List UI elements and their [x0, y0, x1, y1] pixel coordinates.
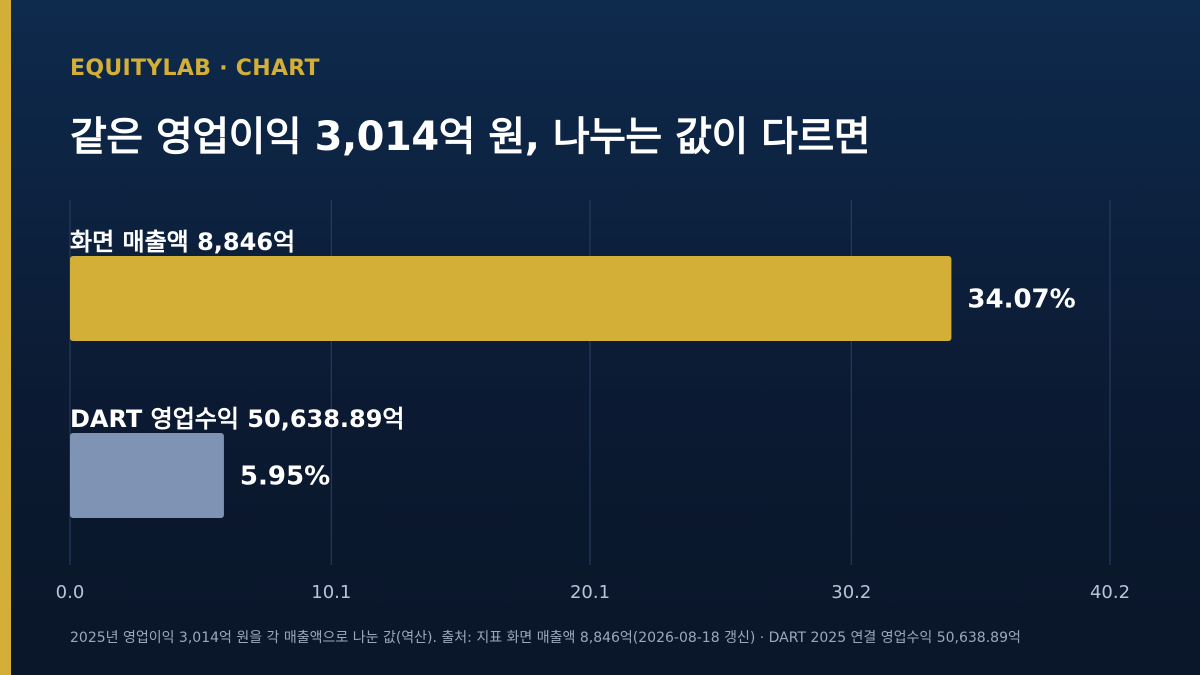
- accent-stripe: [0, 0, 11, 675]
- x-tick-label: 30.2: [831, 582, 871, 603]
- value-label: 34.07%: [967, 285, 1075, 315]
- chart-bars: 화면 매출액 8,846억 34.07% DART 영업수익 50,638.89억 5…: [70, 228, 1076, 518]
- source-footnote: 2025년 영업이익 3,014억 원을 각 매출액으로 나눈 값(역산). 출…: [70, 630, 1021, 646]
- chart-title: 같은 영업이익 3,014억 원, 나누는 값이 다르면: [70, 114, 871, 160]
- bar: [70, 256, 952, 341]
- category-label: 화면 매출액 8,846억: [70, 228, 295, 256]
- x-tick-label: 20.1: [570, 582, 610, 603]
- bar: [70, 433, 224, 518]
- category-label: DART 영업수익 50,638.89억: [70, 405, 405, 433]
- x-tick-label: 0.0: [56, 582, 85, 603]
- x-tick-label: 10.1: [311, 582, 351, 603]
- x-tick-label: 40.2: [1090, 582, 1130, 603]
- value-label: 5.95%: [240, 462, 330, 492]
- brand-kicker: EQUITYLAB · CHART: [70, 56, 320, 81]
- x-axis-ticks: 0.0 10.1 20.1 30.2 40.2: [56, 582, 1130, 603]
